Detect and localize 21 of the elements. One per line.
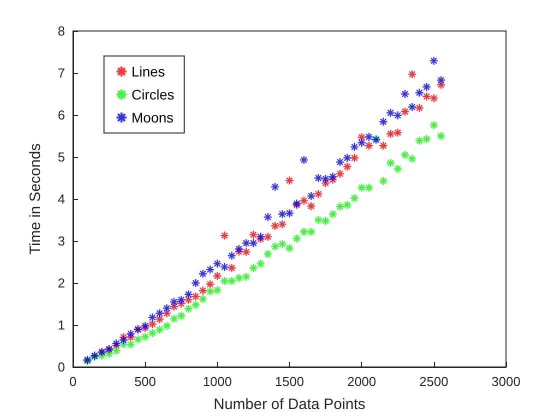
x-tick-label: 2500	[419, 374, 448, 389]
x-tick-label: 1000	[202, 374, 232, 389]
legend-label: Moons	[132, 110, 174, 126]
x-tick-label: 3000	[492, 374, 520, 389]
x-tick-label: 1500	[275, 374, 304, 389]
x-tick-label: 500	[134, 374, 156, 389]
y-tick-label: 3	[58, 234, 65, 248]
y-tick-label: 7	[58, 66, 65, 80]
legend-label: Circles	[132, 86, 174, 102]
y-tick-label: 8	[58, 24, 65, 38]
y-axis-title: Time in Seconds	[27, 143, 44, 255]
y-tick-label: 4	[58, 192, 65, 206]
x-tick-label: 2000	[347, 374, 376, 389]
y-tick-label: 6	[58, 108, 65, 122]
y-tick-label: 0	[58, 360, 65, 374]
y-tick-label: 2	[58, 276, 65, 290]
y-tick-label: 5	[58, 150, 65, 164]
y-tick-label: 1	[58, 318, 65, 332]
x-tick-label: 0	[69, 374, 77, 389]
legend-label: Lines	[132, 64, 165, 80]
x-axis-title: Number of Data Points	[214, 396, 366, 413]
